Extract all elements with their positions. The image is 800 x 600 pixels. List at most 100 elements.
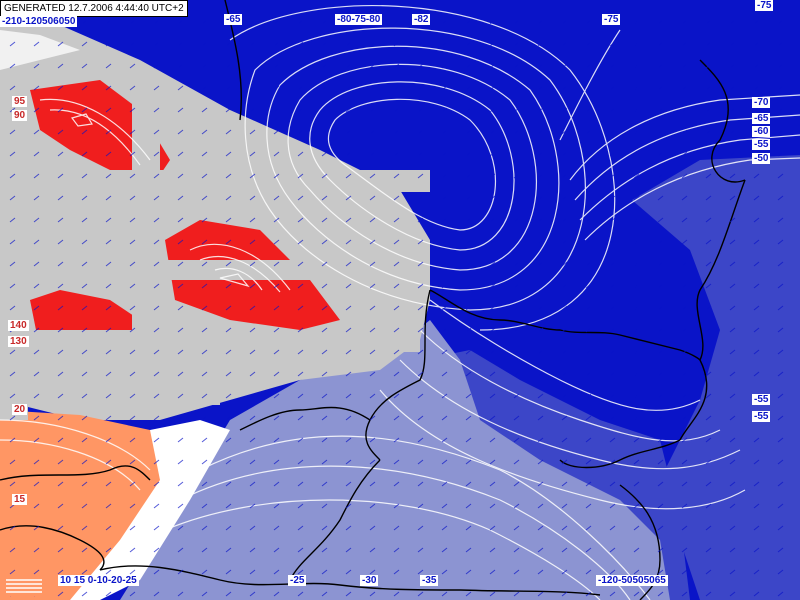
- wind-arrow: [753, 261, 760, 267]
- wind-arrow: [273, 305, 280, 311]
- wind-arrow: [777, 437, 784, 443]
- wind-arrow: [585, 151, 592, 157]
- wind-arrow: [585, 129, 592, 135]
- wind-arrow: [705, 107, 712, 113]
- wind-arrow: [489, 129, 496, 135]
- wind-arrow: [777, 239, 784, 245]
- wind-arrow: [537, 107, 544, 113]
- wind-arrow: [81, 239, 88, 245]
- wind-arrow: [561, 393, 568, 399]
- wind-arrow: [561, 591, 568, 597]
- wind-arrow: [705, 569, 712, 575]
- wind-arrow: [201, 371, 208, 377]
- wind-arrow: [417, 437, 424, 443]
- wind-arrow: [249, 525, 256, 531]
- wind-arrow: [609, 569, 616, 575]
- wind-arrow: [585, 41, 592, 47]
- wind-arrow: [81, 393, 88, 399]
- wind-arrow: [681, 547, 688, 553]
- wind-arrow: [201, 393, 208, 399]
- wind-arrow: [657, 371, 664, 377]
- wind-arrow: [225, 415, 232, 421]
- wind-arrow: [345, 151, 352, 157]
- wind-arrow: [513, 569, 520, 575]
- wind-arrow: [417, 217, 424, 223]
- contour-label-bottom-25: -25: [288, 575, 307, 586]
- wind-arrow: [345, 415, 352, 421]
- wind-arrow: [321, 173, 328, 179]
- wind-arrow: [297, 349, 304, 355]
- wind-arrow: [249, 195, 256, 201]
- wind-arrow: [417, 415, 424, 421]
- wind-arrow: [681, 525, 688, 531]
- wind-arrow: [393, 591, 400, 597]
- wind-arrow: [153, 547, 160, 553]
- wind-arrow: [657, 569, 664, 575]
- wind-arrow: [561, 503, 568, 509]
- wind-arrow: [633, 371, 640, 377]
- wind-arrow: [777, 481, 784, 487]
- wind-arrow: [633, 547, 640, 553]
- wind-arrow: [513, 305, 520, 311]
- wind-arrow: [417, 41, 424, 47]
- wind-arrow: [657, 129, 664, 135]
- wind-arrow: [441, 63, 448, 69]
- wind-arrow: [225, 393, 232, 399]
- wind-arrow: [297, 41, 304, 47]
- wind-arrow: [633, 261, 640, 267]
- wind-arrow: [249, 591, 256, 597]
- wind-arrow: [345, 371, 352, 377]
- wind-arrow: [537, 63, 544, 69]
- wind-arrow: [105, 129, 112, 135]
- wind-arrow: [657, 459, 664, 465]
- wind-arrow: [753, 173, 760, 179]
- wind-arrow: [441, 525, 448, 531]
- wind-arrow: [201, 261, 208, 267]
- wind-arrow: [273, 569, 280, 575]
- wind-arrow: [321, 151, 328, 157]
- wind-arrow: [81, 305, 88, 311]
- wind-arrow: [609, 349, 616, 355]
- wind-arrow: [81, 217, 88, 223]
- wind-arrow: [729, 525, 736, 531]
- light-blue-region: [120, 320, 670, 600]
- wind-arrow: [537, 261, 544, 267]
- wind-arrow: [153, 525, 160, 531]
- wind-arrow: [201, 19, 208, 25]
- wind-arrow: [321, 371, 328, 377]
- wind-arrow: [585, 481, 592, 487]
- wind-arrow: [561, 63, 568, 69]
- wind-arrow: [441, 481, 448, 487]
- wind-arrow: [57, 481, 64, 487]
- wind-arrow: [33, 283, 40, 289]
- wind-arrow: [729, 349, 736, 355]
- wind-arrow: [393, 151, 400, 157]
- wind-arrow: [105, 547, 112, 553]
- wind-arrow: [225, 547, 232, 553]
- wind-arrow: [729, 63, 736, 69]
- wind-arrow: [441, 305, 448, 311]
- wind-arrow: [489, 41, 496, 47]
- wind-arrow: [177, 569, 184, 575]
- wind-arrow: [177, 349, 184, 355]
- wind-arrow: [345, 481, 352, 487]
- wind-arrow: [105, 503, 112, 509]
- wind-arrow: [369, 173, 376, 179]
- wind-arrow: [729, 239, 736, 245]
- wind-arrow: [81, 591, 88, 597]
- wind-arrow: [489, 525, 496, 531]
- wind-arrow: [33, 151, 40, 157]
- wind-arrow: [177, 591, 184, 597]
- wind-arrow: [297, 547, 304, 553]
- wind-arrow: [345, 173, 352, 179]
- wind-arrow: [369, 261, 376, 267]
- wind-arrow: [225, 283, 232, 289]
- wind-arrow: [105, 239, 112, 245]
- wind-arrow: [417, 371, 424, 377]
- wind-arrow: [777, 327, 784, 333]
- wind-arrows: [9, 19, 784, 597]
- contour-label-right-55: -55: [752, 139, 771, 150]
- wind-arrow: [537, 19, 544, 25]
- wind-arrow: [777, 371, 784, 377]
- white-band: [70, 420, 230, 600]
